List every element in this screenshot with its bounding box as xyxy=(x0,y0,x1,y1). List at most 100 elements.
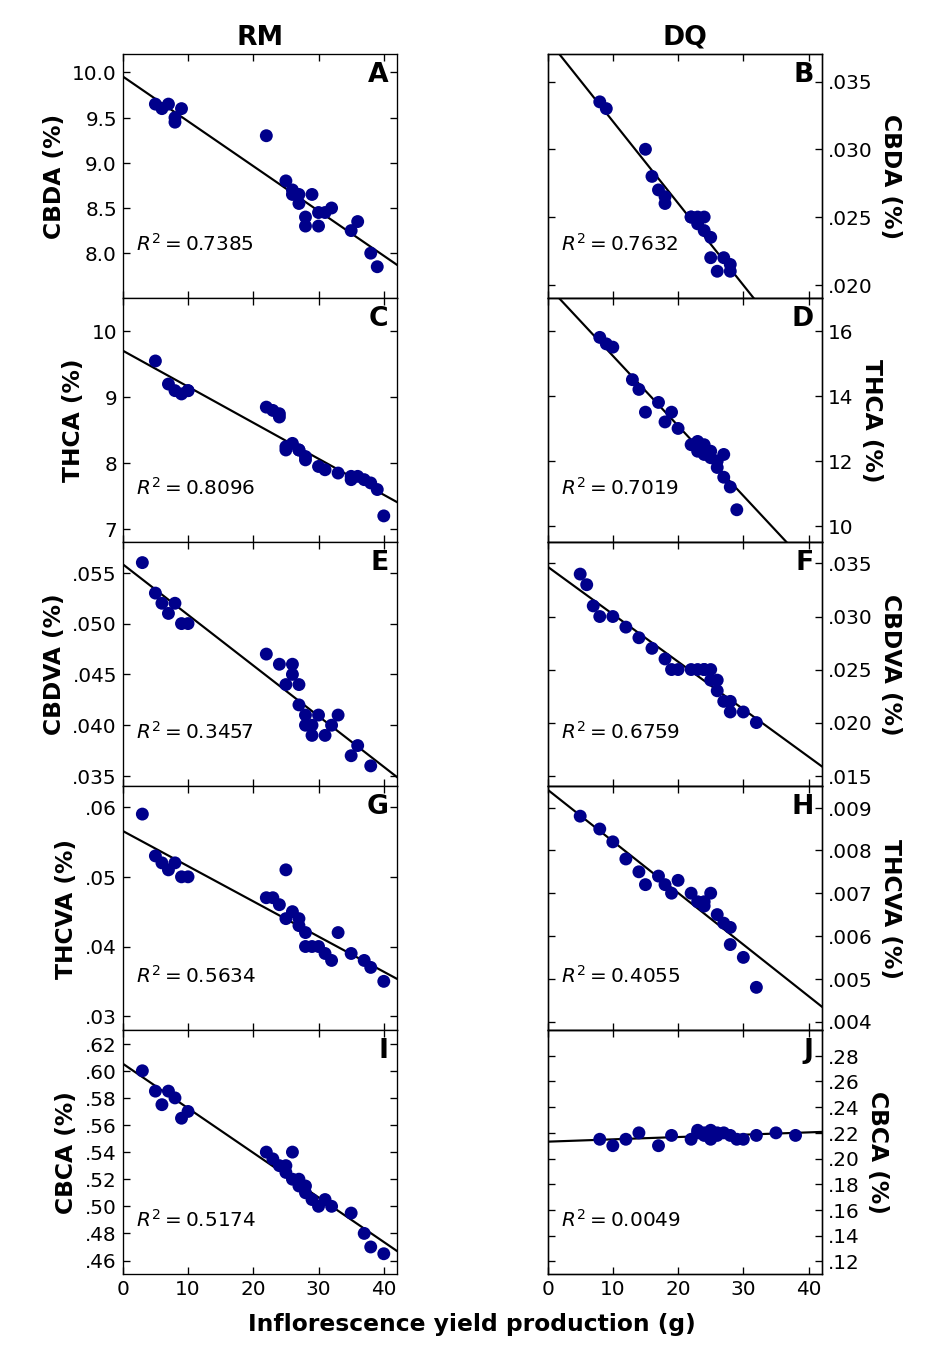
Title: DQ: DQ xyxy=(662,25,707,51)
Point xyxy=(350,466,365,488)
Point xyxy=(148,93,163,115)
Text: J: J xyxy=(803,1037,813,1063)
Point xyxy=(148,845,163,867)
Point xyxy=(154,99,169,121)
Text: E: E xyxy=(370,549,388,575)
Point xyxy=(697,659,712,681)
Point xyxy=(664,882,679,904)
Point xyxy=(317,459,332,481)
Point xyxy=(697,1122,712,1144)
Y-axis label: THCA (%): THCA (%) xyxy=(61,359,85,482)
Text: $R^2 = 0.3457$: $R^2 = 0.3457$ xyxy=(137,721,254,743)
Point xyxy=(160,374,176,396)
Point xyxy=(292,193,307,215)
Point xyxy=(572,563,587,585)
Point xyxy=(749,1125,764,1147)
Point xyxy=(657,648,672,670)
Point xyxy=(598,99,614,121)
Point xyxy=(670,659,685,681)
Point xyxy=(324,197,339,219)
Point xyxy=(292,915,307,937)
Y-axis label: THCVA (%): THCVA (%) xyxy=(56,838,78,978)
Text: H: H xyxy=(791,793,813,819)
Point xyxy=(174,612,189,634)
Point xyxy=(350,734,365,756)
Y-axis label: CBCA (%): CBCA (%) xyxy=(56,1091,78,1214)
Point xyxy=(703,441,718,463)
Point xyxy=(703,659,718,681)
Text: $R^2 = 0.7019$: $R^2 = 0.7019$ xyxy=(561,477,680,499)
Point xyxy=(716,912,731,934)
Point xyxy=(154,1093,169,1115)
Point xyxy=(735,1129,750,1151)
Point xyxy=(376,506,391,527)
Point xyxy=(317,201,332,223)
Point xyxy=(722,260,737,282)
Point xyxy=(703,1125,718,1147)
Point xyxy=(311,704,326,726)
Point xyxy=(709,451,724,473)
Point xyxy=(618,616,633,638)
Point xyxy=(618,848,633,870)
Point xyxy=(637,874,652,896)
Point xyxy=(690,430,705,452)
Point xyxy=(285,901,300,923)
Point xyxy=(135,1060,150,1082)
Point xyxy=(697,890,712,912)
Point xyxy=(592,92,607,114)
Point xyxy=(259,886,274,908)
Point xyxy=(650,179,666,201)
Point xyxy=(160,603,176,625)
Point xyxy=(585,595,600,617)
Point xyxy=(285,1141,300,1163)
Text: G: G xyxy=(366,793,388,819)
Point xyxy=(690,1119,705,1141)
Point xyxy=(324,1196,339,1218)
Point xyxy=(657,874,672,896)
Point xyxy=(167,107,182,129)
Point xyxy=(697,434,712,456)
Point xyxy=(697,895,712,917)
Point xyxy=(683,207,699,229)
Point xyxy=(716,690,731,712)
Point xyxy=(363,755,379,777)
Point xyxy=(703,247,718,269)
Point xyxy=(278,1155,294,1177)
Point xyxy=(592,818,607,840)
Point xyxy=(180,612,195,634)
Point xyxy=(297,1175,312,1197)
Text: D: D xyxy=(791,306,813,332)
Point xyxy=(292,184,307,206)
Point xyxy=(278,859,294,881)
Point xyxy=(292,1169,307,1191)
Point xyxy=(167,852,182,874)
Point xyxy=(650,392,666,414)
Point xyxy=(174,866,189,888)
Text: F: F xyxy=(795,549,813,575)
Point xyxy=(174,99,189,121)
Point xyxy=(324,949,339,971)
Point xyxy=(278,440,294,462)
Point xyxy=(735,947,750,969)
Point xyxy=(167,111,182,133)
Point xyxy=(637,138,652,160)
Point xyxy=(605,1134,620,1156)
Point xyxy=(285,433,300,455)
Point xyxy=(317,1189,332,1211)
Point xyxy=(644,166,659,188)
Text: $R^2 = 0.6759$: $R^2 = 0.6759$ xyxy=(561,721,680,743)
Point xyxy=(735,701,750,723)
Point xyxy=(148,351,163,373)
Point xyxy=(709,260,724,282)
Point xyxy=(259,644,274,666)
Point xyxy=(272,1155,287,1177)
Point xyxy=(154,852,169,874)
Point xyxy=(180,866,195,888)
Point xyxy=(297,715,312,737)
Point xyxy=(297,936,312,958)
Point xyxy=(330,462,346,484)
Point xyxy=(690,441,705,463)
Point xyxy=(344,943,359,964)
Point xyxy=(749,977,764,999)
Text: C: C xyxy=(369,306,388,332)
